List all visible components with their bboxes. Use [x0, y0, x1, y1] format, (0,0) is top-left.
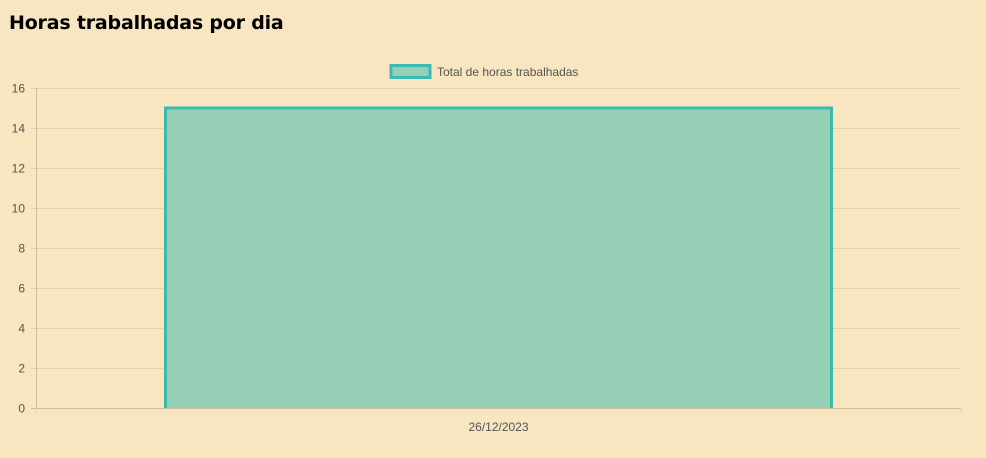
- x-axis: 26/12/2023: [36, 408, 962, 434]
- y-tick-label: 10: [12, 202, 26, 216]
- y-tick-label: 0: [18, 402, 25, 416]
- x-tick-label: 26/12/2023: [468, 420, 528, 434]
- y-tick-label: 4: [18, 322, 25, 336]
- bar[interactable]: [164, 106, 833, 408]
- legend-swatch[interactable]: [389, 64, 432, 79]
- y-tick-label: 2: [18, 362, 25, 376]
- y-tick-label: 6: [18, 282, 25, 296]
- y-tick-label: 16: [12, 82, 26, 96]
- legend-label[interactable]: Total de horas trabalhadas: [437, 65, 578, 79]
- y-tick-label: 12: [12, 162, 26, 176]
- page-title: Horas trabalhadas por dia: [9, 12, 284, 34]
- y-tick-label: 8: [18, 242, 25, 256]
- y-tick-label: 14: [12, 122, 26, 136]
- y-axis: 0 2 4 6 8 10 12 14 16: [12, 82, 37, 416]
- legend[interactable]: Total de horas trabalhadas: [389, 64, 578, 79]
- bars: [164, 106, 833, 408]
